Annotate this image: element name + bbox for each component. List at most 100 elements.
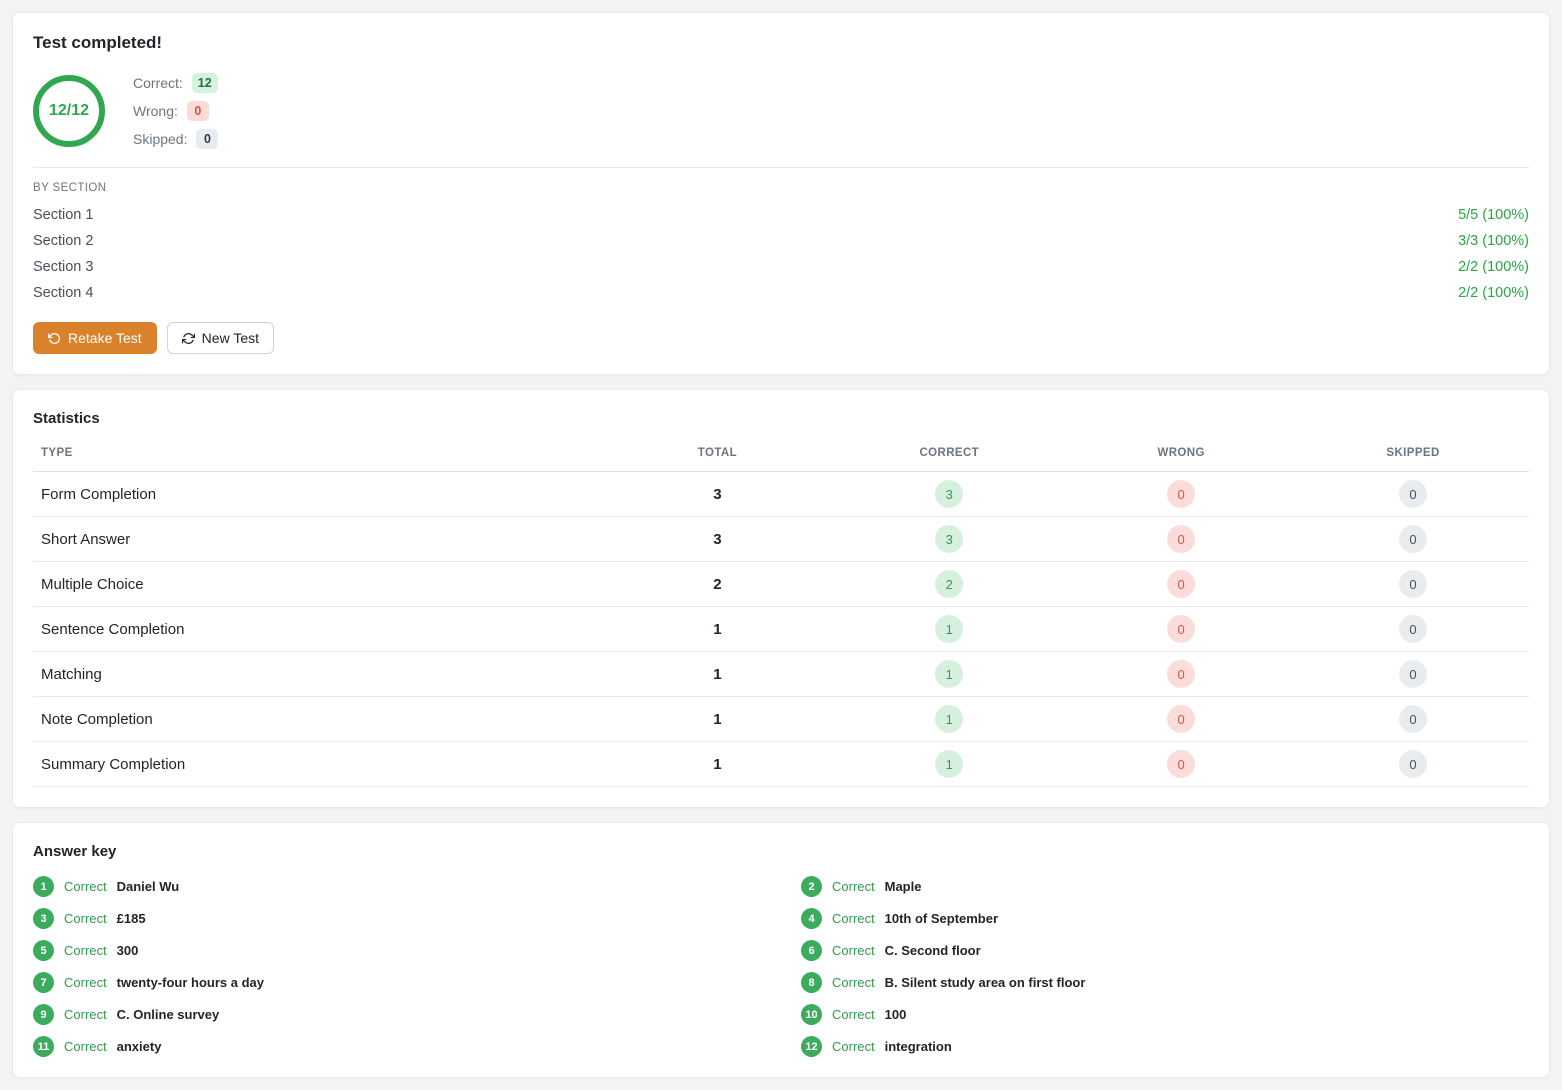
stat-skipped-badge: 0 [1399,570,1428,598]
stat-wrong-badge: 0 [1167,750,1196,778]
stat-total: 2 [601,561,834,607]
stat-wrong-badge: 0 [1167,570,1196,598]
correct-label: Correct: [133,75,183,91]
table-row: Multiple Choice 2 2 0 0 [33,561,1529,607]
stat-wrong-badge: 0 [1167,480,1196,508]
answer-text: C. Second floor [884,943,981,958]
stat-wrong-badge: 0 [1167,705,1196,733]
section-name: Section 3 [33,259,94,275]
stat-skipped-badge: 0 [1399,525,1428,553]
divider [33,167,1529,168]
summary-card: Test completed! 12/12 Correct: 12 Wrong:… [12,12,1550,375]
stat-skipped-badge: 0 [1399,705,1428,733]
section-name: Section 4 [33,285,94,301]
stat-type: Summary Completion [33,741,602,787]
answer-key-item: 5 Correct 300 [33,940,761,961]
section-name: Section 1 [33,207,94,223]
stat-total: 1 [601,696,834,742]
section-result-row: Section 4 2/2 (100%) [33,280,1529,306]
new-test-button[interactable]: New Test [166,322,274,354]
stat-correct-badge: 1 [935,750,964,778]
answer-text: Maple [884,879,922,894]
score-text: 12/12 [48,102,90,119]
correct-count-badge: 12 [191,73,218,93]
answer-status: Correct [832,975,875,990]
stat-skipped-badge: 0 [1399,615,1428,643]
wrong-count-badge: 0 [186,101,209,121]
section-result-row: Section 1 5/5 (100%) [33,202,1529,228]
summary-stats: Correct: 12 Wrong: 0 Skipped: 0 [133,73,219,149]
wrong-label: Wrong: [133,103,178,119]
wrong-stat-row: Wrong: 0 [133,101,218,121]
answer-text: twenty-four hours a day [116,975,264,990]
score-ring: 12/12 [33,75,105,147]
stat-wrong-badge: 0 [1167,525,1196,553]
answer-text: £185 [116,911,146,926]
retake-test-button[interactable]: Retake Test [33,322,157,354]
answer-text: B. Silent study area on first floor [884,975,1086,990]
stat-type: Short Answer [33,516,602,562]
statistics-table: TYPE TOTAL CORRECT WRONG SKIPPED Form Co… [33,433,1529,787]
answer-number-badge: 6 [801,940,822,961]
answer-status: Correct [64,943,107,958]
answer-text: anxiety [116,1039,162,1054]
answer-status: Correct [64,879,107,894]
table-row: Short Answer 3 3 0 0 [33,516,1529,562]
answer-key-item: 10 Correct 100 [801,1004,1529,1025]
col-header-type: TYPE [33,433,602,472]
stat-type: Note Completion [33,696,602,742]
stat-wrong-badge: 0 [1167,660,1196,688]
answer-text: Daniel Wu [116,879,180,894]
stat-total: 3 [601,516,834,562]
rotate-ccw-icon [48,332,61,345]
col-header-wrong: WRONG [1065,433,1298,472]
skipped-stat-row: Skipped: 0 [133,129,219,149]
stat-total: 1 [601,606,834,652]
stat-skipped-badge: 0 [1399,660,1428,688]
col-header-correct: CORRECT [833,433,1066,472]
answer-number-badge: 9 [33,1004,54,1025]
section-score: 5/5 (100%) [1458,207,1529,223]
stat-correct-badge: 3 [935,525,964,553]
summary-title: Test completed! [33,33,163,52]
answer-key-item: 11 Correct anxiety [33,1036,761,1057]
col-header-skipped: SKIPPED [1297,433,1529,472]
refresh-icon [181,332,195,345]
section-result-row: Section 3 2/2 (100%) [33,254,1529,280]
answer-status: Correct [832,879,875,894]
statistics-card: Statistics TYPE TOTAL CORRECT WRONG SKIP… [12,389,1550,808]
new-test-label: New Test [201,330,259,346]
table-header-row: TYPE TOTAL CORRECT WRONG SKIPPED [33,433,1529,472]
stat-type: Multiple Choice [33,561,602,607]
answer-key-card: Answer key 1 Correct Daniel Wu 2 Correct… [12,822,1550,1078]
stat-type: Form Completion [33,471,602,517]
answer-number-badge: 8 [801,972,822,993]
stat-correct-badge: 3 [935,480,964,508]
section-score: 2/2 (100%) [1458,285,1529,301]
stat-skipped-badge: 0 [1399,750,1428,778]
answer-text: 300 [116,943,139,958]
answer-status: Correct [832,1039,875,1054]
answer-status: Correct [832,911,875,926]
answer-number-badge: 2 [801,876,822,897]
summary-actions: Retake Test New Test [33,322,1529,354]
answer-key-grid: 1 Correct Daniel Wu 2 Correct Maple 3 Co… [33,876,1529,1057]
answer-number-badge: 12 [801,1036,822,1057]
answer-text: C. Online survey [116,1007,220,1022]
section-name: Section 2 [33,233,94,249]
answer-key-title: Answer key [33,843,117,860]
answer-key-item: 2 Correct Maple [801,876,1529,897]
table-row: Sentence Completion 1 1 0 0 [33,606,1529,652]
answer-number-badge: 10 [801,1004,822,1025]
table-row: Matching 1 1 0 0 [33,651,1529,697]
section-score: 3/3 (100%) [1458,233,1529,249]
stat-skipped-badge: 0 [1399,480,1428,508]
answer-text: 10th of September [884,911,999,926]
table-row: Summary Completion 1 1 0 0 [33,741,1529,787]
stat-type: Sentence Completion [33,606,602,652]
skipped-label: Skipped: [133,131,188,147]
answer-key-item: 8 Correct B. Silent study area on first … [801,972,1529,993]
table-row: Note Completion 1 1 0 0 [33,696,1529,742]
stat-correct-badge: 1 [935,660,964,688]
